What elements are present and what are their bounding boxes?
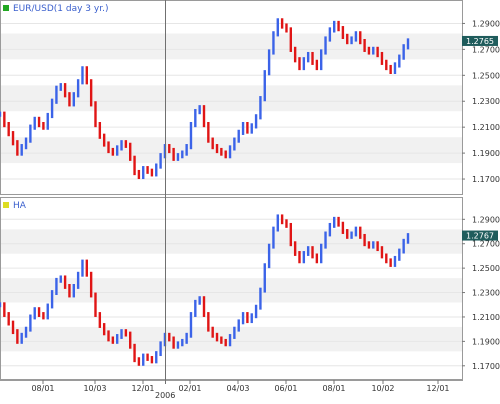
x-tick-label: 10/02 (371, 384, 394, 393)
legend: EUR/USD(1 day 3 yr.) (3, 4, 108, 14)
heikin-ashi-panel: 1.2900 1.2700 1.2500 1.2300 1.2100 1.1900 1.17… (0, 197, 500, 380)
y-tick-label: 1.2700 (472, 45, 500, 54)
last-value-badge: 1.2767 (462, 230, 498, 241)
chart-title: HA (13, 201, 27, 211)
x-tick-label: 08/01 (31, 384, 54, 393)
y-tick-label: 1.2500 (472, 264, 500, 273)
x-axis: 08/01 10/03 12/01 02/01 04/03 06/01 08/01 10/02… (0, 380, 463, 400)
main-price-panel: 1.2900 1.2700 1.2500 1.2300 1.2100 1.1900 1.17… (0, 0, 500, 195)
legend-marker (3, 202, 9, 208)
y-tick-label: 1.2300 (472, 289, 500, 298)
y-tick-label: 1.2900 (472, 19, 500, 28)
y-tick-label: 1.1900 (472, 337, 500, 346)
grid-band (1, 33, 462, 60)
y-tick-label: 1.2700 (472, 240, 500, 249)
x-tick-label: 02/01 (178, 384, 201, 393)
grid-band (1, 326, 462, 352)
chart-title: EUR/USD(1 day 3 yr.) (13, 4, 108, 14)
y-tick-label: 1.1900 (472, 149, 500, 158)
x-tick-label: 12/01 (131, 384, 154, 393)
y-tick-label: 1.2100 (472, 313, 500, 322)
x-tick-label: 04/03 (226, 384, 249, 393)
x-axis-strip (0, 380, 463, 400)
x-tick-label: 08/01 (322, 384, 345, 393)
last-value-badge-bg (462, 230, 498, 241)
x-tick-label: 06/01 (274, 384, 297, 393)
year-marker-label: 2006 (155, 391, 175, 400)
y-tick-label: 1.2300 (472, 97, 500, 106)
last-value-label: 1.2765 (466, 37, 494, 46)
last-value-badge-bg (462, 35, 498, 46)
grid-band (1, 137, 462, 164)
y-tick-label: 1.2900 (472, 215, 500, 224)
last-value-label: 1.2767 (466, 232, 494, 241)
y-tick-label: 1.2500 (472, 71, 500, 80)
last-value-badge: 1.2765 (462, 35, 498, 46)
grid-band (1, 229, 462, 254)
y-tick-label: 1.1700 (472, 175, 500, 184)
legend-marker (3, 5, 9, 11)
y-tick-label: 1.1700 (472, 362, 500, 371)
x-tick-label: 10/03 (83, 384, 106, 393)
legend: HA (3, 201, 27, 211)
x-tick-label: 12/01 (426, 384, 449, 393)
y-tick-label: 1.2100 (472, 123, 500, 132)
